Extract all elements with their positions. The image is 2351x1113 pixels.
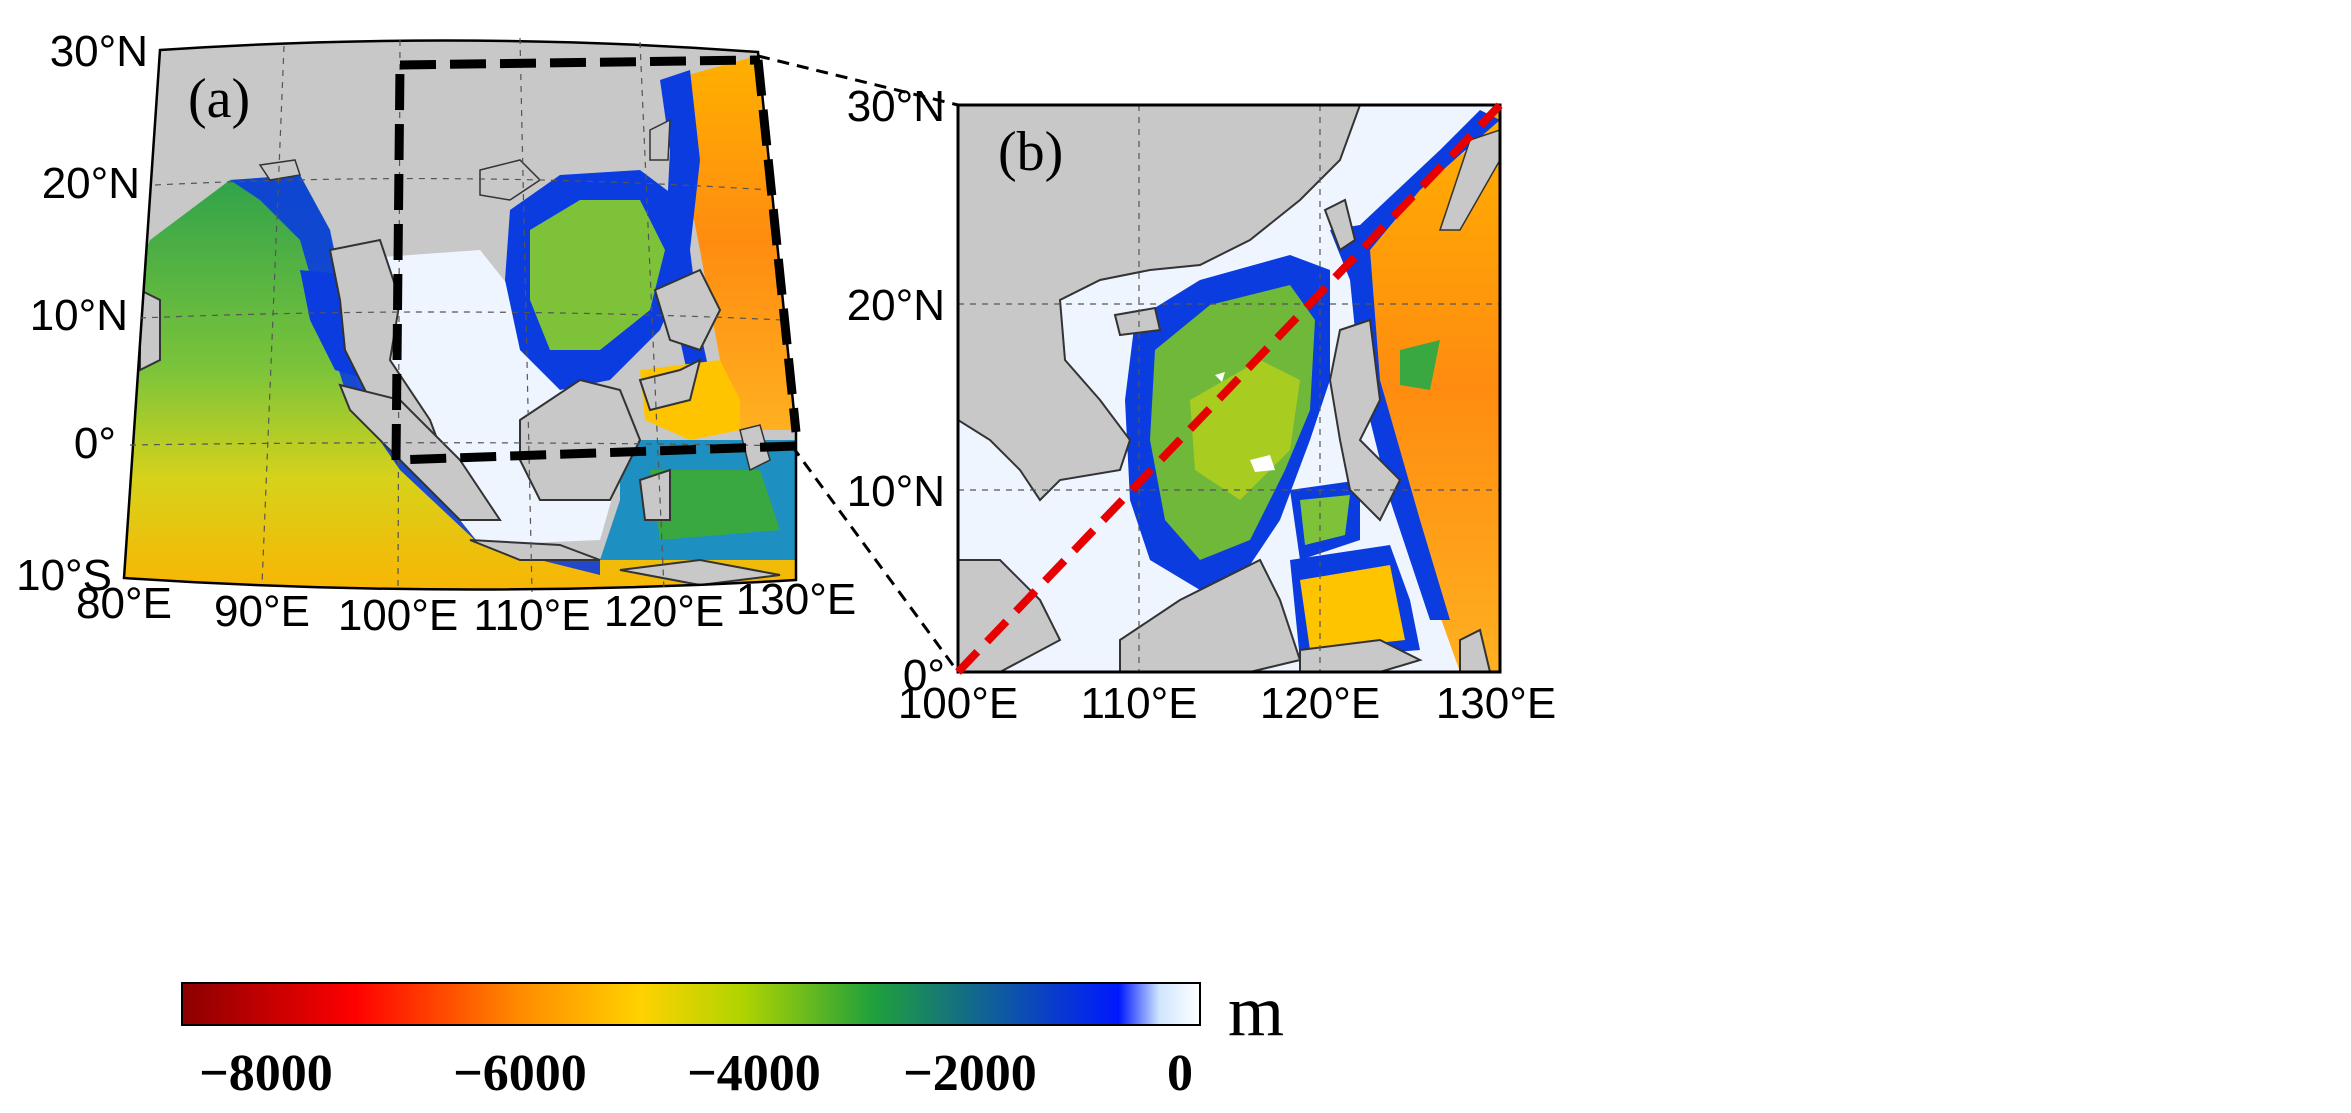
colorbar-tick: −6000 — [453, 1045, 587, 1102]
connector-line-bottom — [790, 445, 960, 673]
panel-b-lon-label: 120°E — [1260, 679, 1380, 728]
panel-b-lat-label: 20°N — [847, 281, 945, 330]
panel-b-lat-label: 0° — [903, 651, 945, 700]
panel-a-lon-label: 90°E — [214, 587, 310, 636]
colorbar-unit: m — [1228, 971, 1284, 1051]
panel-b-lat-label: 30°N — [847, 82, 945, 131]
panel-b-lon-label: 110°E — [1080, 679, 1197, 728]
connector-line-top — [757, 54, 959, 107]
section-line — [955, 102, 1503, 675]
colorbar-tick: −4000 — [687, 1045, 821, 1102]
panel-a-frame — [122, 39, 798, 591]
panel-a-lat-label: 10°N — [30, 291, 128, 340]
panel-a-lon-label: 110°E — [473, 591, 590, 640]
panel-b-lon-label: 100°E — [898, 679, 1018, 728]
panel-a-lat-label: 20°N — [42, 159, 140, 208]
panel-b-lon-label: 130°E — [1436, 679, 1556, 728]
panel-b-lat-label: 10°N — [847, 467, 945, 516]
panel-b-graticule — [958, 105, 1500, 672]
panel-a-label: (a) — [188, 68, 250, 130]
colorbar-tick: −8000 — [199, 1045, 333, 1102]
panel-a-lon-label: 80°E — [76, 579, 172, 628]
panel-a-subregion-box — [391, 55, 801, 465]
panel-a-lat-label: 30°N — [50, 27, 148, 76]
panel-a-lon-label: 130°E — [736, 575, 856, 624]
panel-b-label: (b) — [998, 121, 1063, 183]
panel-a-graticule — [129, 37, 797, 593]
panel-a-lon-label: 100°E — [338, 591, 458, 640]
colorbar-tick: −2000 — [903, 1045, 1037, 1102]
panel-a-lat-label: 0° — [74, 419, 116, 468]
panel-b-frame — [956, 103, 1502, 674]
colorbar-tick: 0 — [1167, 1045, 1193, 1102]
panel-a-lon-label: 120°E — [604, 587, 724, 636]
panel-a-map — [124, 40, 796, 590]
panel-a-lat-label: 10°S — [16, 551, 112, 600]
colorbar — [181, 982, 1201, 1026]
